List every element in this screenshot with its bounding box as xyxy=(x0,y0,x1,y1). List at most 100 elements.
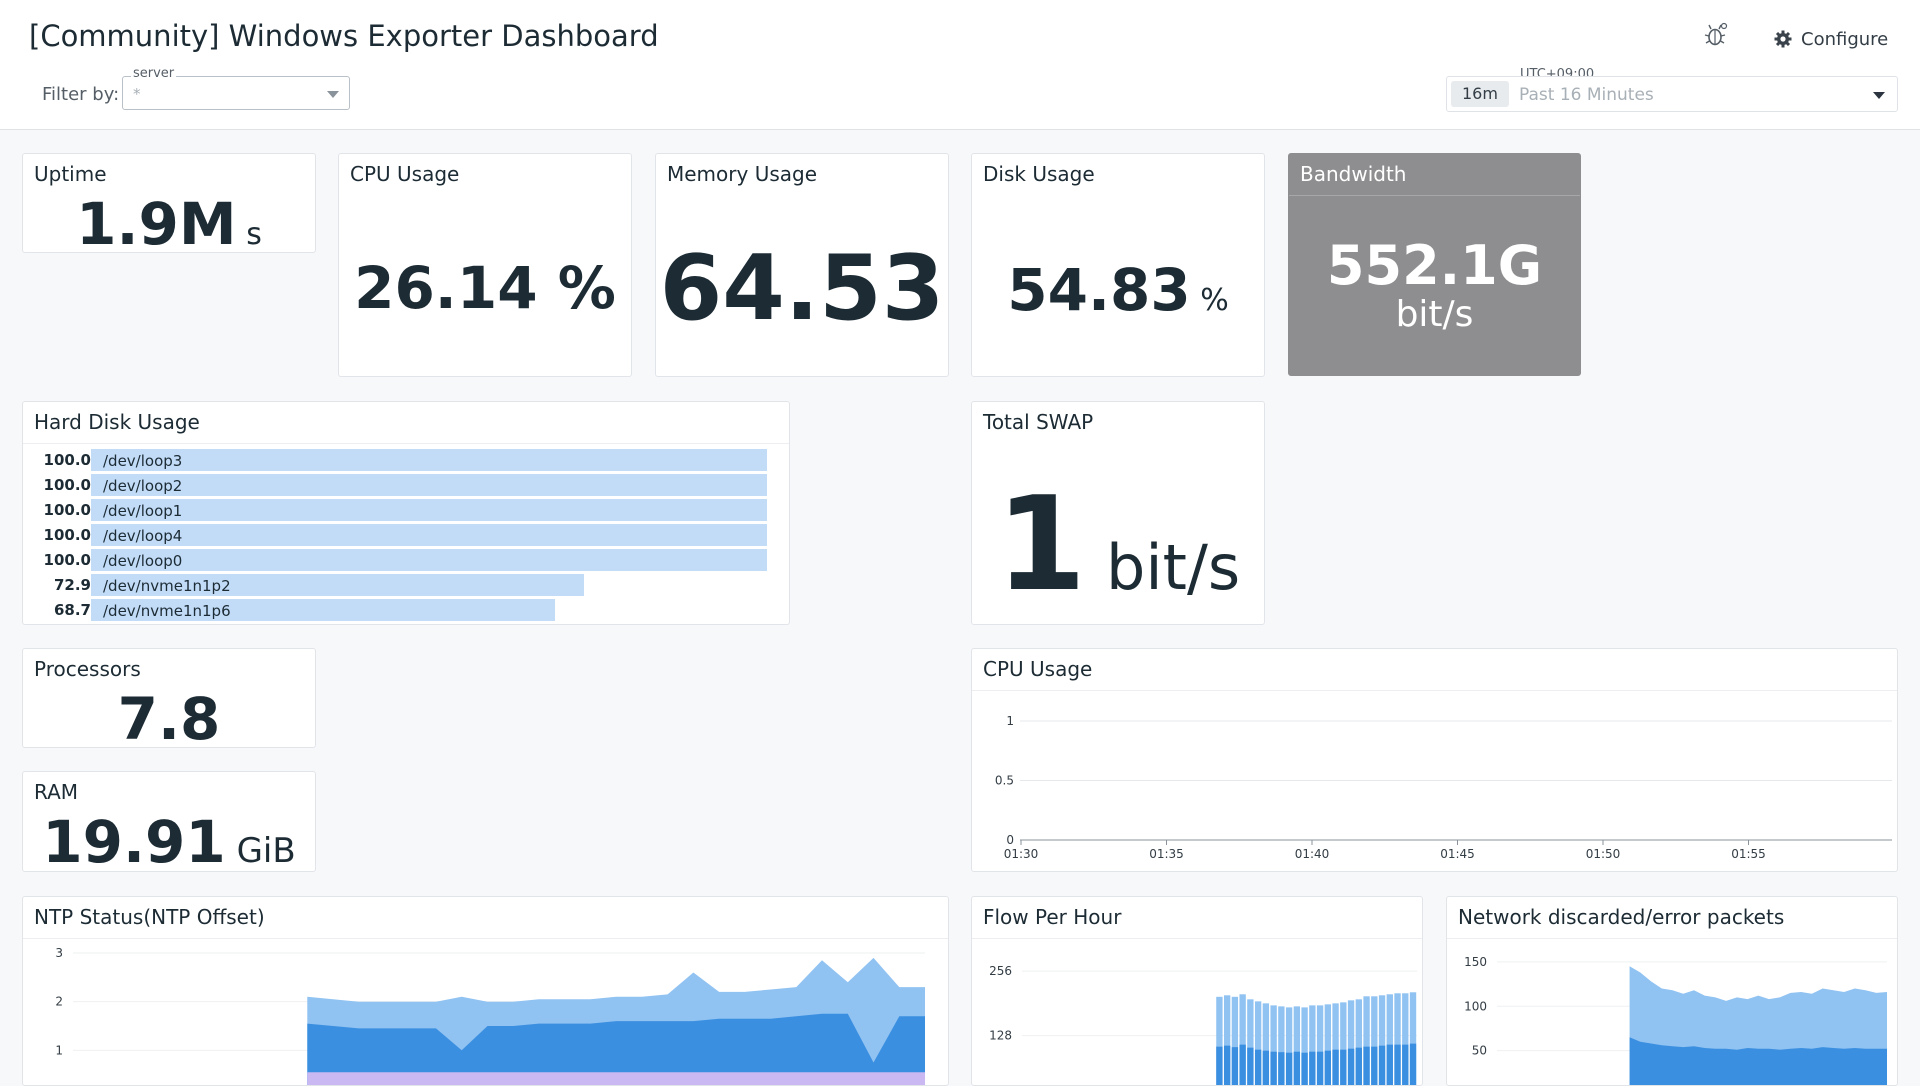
total-swap-value-wrap: 1 bit/s xyxy=(972,468,1264,620)
flow-bar-part xyxy=(1355,1047,1362,1085)
flow-bar-total xyxy=(1247,999,1254,1085)
flow-bar-part xyxy=(1402,1044,1409,1085)
divider xyxy=(23,938,948,939)
processors-widget[interactable]: Processors 7.8 xyxy=(22,648,316,748)
server-filter-select[interactable]: server * xyxy=(122,66,350,110)
flow-bar-part xyxy=(1386,1044,1393,1085)
disk-row-value: 100.0 xyxy=(43,451,91,469)
network-packets-chart: 150 100 50 xyxy=(1464,955,1887,1085)
ntp-status-chart: 3 2 1 xyxy=(55,946,925,1085)
disk-row-name: /dev/loop2 xyxy=(103,477,183,495)
flow-bar-total xyxy=(1394,993,1401,1085)
chevron-down-icon xyxy=(1873,92,1885,99)
y-tick-label: 100 xyxy=(1464,999,1487,1013)
y-tick-label: 0.5 xyxy=(995,774,1014,788)
hard-disk-usage-widget[interactable]: Hard Disk Usage 100.0/dev/loop3 100.0/dev… xyxy=(22,401,790,625)
flow-per-hour-widget[interactable]: Flow Per Hour 256 128 xyxy=(971,896,1423,1086)
uptime-widget[interactable]: Uptime 1.9M s xyxy=(22,153,316,253)
memory-usage-widget[interactable]: Memory Usage 64.53 xyxy=(655,153,949,377)
flow-bar-total xyxy=(1285,1007,1293,1085)
flow-bar-part xyxy=(1278,1052,1285,1085)
time-range-selector[interactable]: 16m Past 16 Minutes xyxy=(1446,76,1898,112)
cpu-usage-chart-widget[interactable]: CPU Usage 1 0.5 0 01:30 01:35 01:40 01:45 01:50… xyxy=(971,648,1898,872)
flow-bar-total xyxy=(1223,995,1231,1085)
disk-usage-widget[interactable]: Disk Usage 54.83 % xyxy=(971,153,1265,377)
bandwidth-widget[interactable]: Bandwidth 552.1G bit/s xyxy=(1288,153,1581,376)
server-filter-legend: server xyxy=(131,66,177,81)
ram-unit: GiB xyxy=(236,831,296,871)
memory-usage-value: 64.53 xyxy=(659,236,945,341)
cpu-usage-widget[interactable]: CPU Usage 26.14 % xyxy=(338,153,632,377)
disk-row-bar xyxy=(91,599,556,621)
flow-bar-total xyxy=(1231,996,1239,1085)
y-tick-label: 256 xyxy=(989,964,1012,978)
flow-bar-total xyxy=(1301,1007,1308,1085)
flow-bar-total xyxy=(1278,1006,1285,1085)
x-tick-label: 01:55 xyxy=(1731,847,1766,861)
configure-button[interactable]: Configure xyxy=(1773,24,1888,54)
disk-row-bar xyxy=(91,574,584,596)
flow-bar-part xyxy=(1309,1051,1316,1085)
flow-bar-total xyxy=(1254,1001,1262,1085)
flow-bar-part xyxy=(1270,1051,1277,1085)
flow-bar-total xyxy=(1378,995,1386,1085)
widget-title: Total SWAP xyxy=(983,410,1094,434)
widget-title: Disk Usage xyxy=(983,162,1095,186)
ntp-status-widget[interactable]: NTP Status(NTP Offset) 3 2 1 xyxy=(22,896,949,1086)
widget-title: Processors xyxy=(34,657,141,681)
x-tick-label: 01:30 xyxy=(1004,847,1039,861)
widget-title: Bandwidth xyxy=(1300,162,1407,186)
y-tick-label: 150 xyxy=(1464,955,1487,969)
flow-bar-part xyxy=(1394,1044,1401,1085)
flow-bar-total xyxy=(1316,1005,1324,1085)
x-tick-label: 01:50 xyxy=(1586,847,1621,861)
disk-row: 72.9/dev/nvme1n1p2 xyxy=(23,573,783,597)
flow-bar-total xyxy=(1371,996,1378,1085)
flow-bar-total xyxy=(1216,996,1223,1085)
gear-icon xyxy=(1774,30,1792,48)
disk-usage-list: 100.0/dev/loop3 100.0/dev/loop2 100.0/dev/… xyxy=(23,448,789,623)
flow-bar-part xyxy=(1378,1045,1386,1085)
disk-row-name: /dev/nvme1n1p2 xyxy=(103,577,231,595)
ram-widget[interactable]: RAM 19.91 GiB xyxy=(22,771,316,872)
server-filter-value: * xyxy=(133,85,141,103)
flow-bar-part xyxy=(1347,1048,1355,1085)
flow-bar-part xyxy=(1409,1043,1417,1085)
time-range-chip: 16m xyxy=(1451,81,1509,107)
total-swap-value: 1 xyxy=(995,468,1087,620)
cpu-usage-unit: % xyxy=(557,254,616,322)
y-tick-label: 128 xyxy=(989,1029,1012,1043)
disk-row-bar xyxy=(91,524,767,546)
disk-row-name: /dev/loop3 xyxy=(103,452,183,470)
disk-row-value: 72.9 xyxy=(53,576,91,594)
flow-bar-total xyxy=(1402,993,1409,1085)
series-area-1 xyxy=(307,1013,925,1085)
flow-bar-part xyxy=(1216,1046,1223,1085)
widget-title: RAM xyxy=(34,780,79,804)
time-range-text: Past 16 Minutes xyxy=(1519,85,1654,105)
disk-row-name: /dev/nvme1n1p6 xyxy=(103,602,231,620)
flow-bar-part xyxy=(1285,1052,1293,1085)
total-swap-unit: bit/s xyxy=(1106,531,1241,604)
flow-bar-part xyxy=(1363,1046,1370,1085)
total-swap-widget[interactable]: Total SWAP 1 bit/s xyxy=(971,401,1265,625)
y-tick-label: 1 xyxy=(55,1043,63,1057)
disk-row: 68.7/dev/nvme1n1p6 xyxy=(23,598,783,622)
page-title: [Community] Windows Exporter Dashboard xyxy=(29,19,659,53)
disk-row-value: 100.0 xyxy=(43,501,91,519)
disk-row: 100.0/dev/loop4 xyxy=(23,523,783,547)
flow-bar-total xyxy=(1340,1002,1347,1085)
series-area-2 xyxy=(307,1072,925,1085)
divider xyxy=(972,690,1897,691)
filter-label: Filter by: xyxy=(42,84,120,105)
flow-bar-total xyxy=(1386,994,1393,1085)
bug-icon[interactable] xyxy=(1701,20,1731,50)
flow-bar-total xyxy=(1332,1003,1339,1085)
disk-row: 100.0/dev/loop1 xyxy=(23,498,783,522)
network-packets-widget[interactable]: Network discarded/error packets 150 100 50 xyxy=(1446,896,1898,1086)
uptime-value-wrap: 1.9M s xyxy=(23,190,315,252)
divider xyxy=(972,938,1422,939)
widget-title: CPU Usage xyxy=(983,657,1093,681)
flow-bar-total xyxy=(1363,996,1370,1085)
flow-bar-part xyxy=(1239,1044,1246,1085)
